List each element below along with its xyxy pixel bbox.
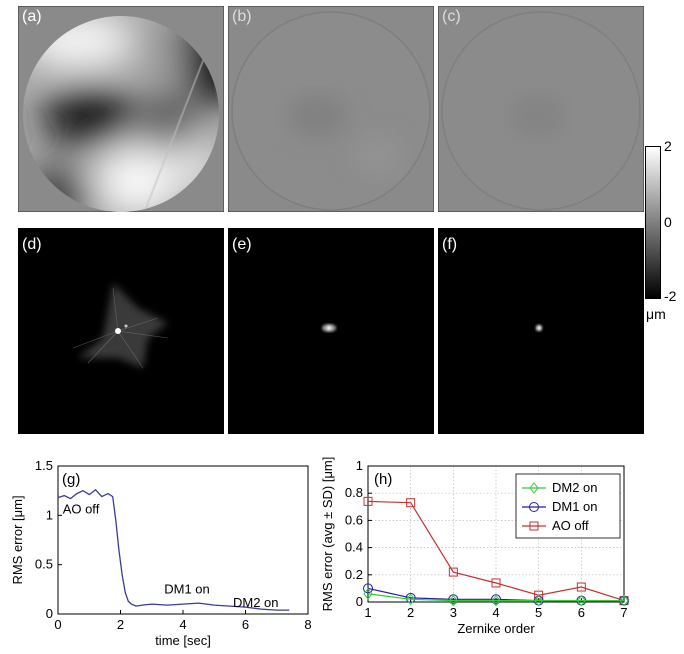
data-point-dm2-on xyxy=(619,594,629,607)
y-tick-label: 1 xyxy=(46,507,53,522)
y-tick-label: 0.2 xyxy=(345,567,363,582)
colorbar-unit: μm xyxy=(646,306,666,322)
data-point-dm1-on xyxy=(448,594,459,605)
y-axis-label: RMS error (avg ± SD) [μm] xyxy=(320,457,335,612)
x-tick-label: 5 xyxy=(535,605,542,620)
panel-f-psf: (f) xyxy=(438,228,644,434)
rms-time-series-line xyxy=(57,488,290,611)
y-tick-label: 0.6 xyxy=(345,512,363,527)
chart-panel-label: (h) xyxy=(374,471,392,488)
legend-marker xyxy=(529,521,539,531)
annotation-ao-off: AO off xyxy=(63,501,100,516)
panel-label-d: (d) xyxy=(22,236,42,253)
y-tick-label: 0 xyxy=(356,594,363,609)
x-tick-label: 6 xyxy=(242,617,249,632)
x-tick-label: 0 xyxy=(54,617,61,632)
legend-marker xyxy=(529,502,539,512)
panel-e-psf: (e) xyxy=(228,228,434,434)
x-tick-label: 8 xyxy=(304,617,311,632)
x-tick-label: 3 xyxy=(450,605,457,620)
charts-area: 0 2 4 6 8 0 0.5 1 1.5 time [sec] RMS error [μm] (g)… xyxy=(10,457,629,648)
data-point-dm2-on xyxy=(363,588,373,600)
panel-label-b: (b) xyxy=(232,8,252,25)
annotation-dm1-on: DM1 on xyxy=(164,581,210,596)
data-point-dm1-on xyxy=(405,592,416,603)
legend-marker xyxy=(529,482,539,494)
psf-image-f xyxy=(438,228,644,434)
panel-label-a: (a) xyxy=(22,8,42,25)
legend-label: DM2 on xyxy=(552,480,598,495)
data-point-dm2-on xyxy=(534,594,544,607)
wavefront-map-b xyxy=(228,6,434,212)
x-axis-label: Zernike order xyxy=(457,621,535,636)
colorbar-tick-mid: 0 xyxy=(664,214,672,230)
x-tick-label: 4 xyxy=(179,617,186,632)
psf-image-e xyxy=(228,228,434,434)
data-point-ao-off xyxy=(534,590,544,600)
y-tick-label: 0.8 xyxy=(345,485,363,500)
wavefront-map-c xyxy=(438,6,644,212)
colorbar-tick-max: 2 xyxy=(664,138,672,154)
y-tick-label: 0.5 xyxy=(35,557,53,572)
data-point-ao-off xyxy=(448,567,458,577)
y-tick-label: 1.5 xyxy=(35,458,53,473)
legend-label: AO off xyxy=(552,518,589,533)
panel-label-f: (f) xyxy=(442,236,458,253)
wavefront-map-a xyxy=(18,6,224,212)
data-point-ao-off xyxy=(491,578,501,588)
data-point-dm2-on xyxy=(448,594,458,607)
x-axis-label: time [sec] xyxy=(155,633,211,648)
panel-b-wavefront: (b) xyxy=(228,6,434,212)
x-tick-label: 2 xyxy=(407,605,414,620)
data-point-dm1-on xyxy=(363,583,373,594)
legend-box xyxy=(515,473,621,539)
colorbar-tick-min: -2 xyxy=(664,288,677,304)
legend-label: DM1 on xyxy=(552,499,598,514)
panel-label-e: (e) xyxy=(232,236,252,253)
data-point-dm2-on xyxy=(406,593,416,606)
y-tick-label: 0.4 xyxy=(345,540,363,555)
x-tick-label: 7 xyxy=(620,605,627,620)
panel-label-c: (c) xyxy=(442,8,461,25)
data-point-dm2-on xyxy=(576,594,586,607)
x-tick-label: 1 xyxy=(364,605,371,620)
series-line-ao-off xyxy=(367,500,625,602)
data-point-dm1-on xyxy=(491,594,501,605)
data-point-ao-off xyxy=(406,498,416,508)
x-tick-label: 2 xyxy=(117,617,124,632)
y-axis-label: RMS error [μm] xyxy=(10,495,25,584)
data-point-ao-off xyxy=(363,496,373,506)
y-tick-label: 0 xyxy=(46,606,53,621)
psf-image-d xyxy=(18,228,224,434)
chart-panel-label: (g) xyxy=(62,471,80,488)
x-tick-label: 6 xyxy=(578,605,585,620)
series-line-dm2-on xyxy=(367,593,624,602)
colorbar xyxy=(645,146,661,299)
annotation-dm2-on: DM2 on xyxy=(233,595,279,610)
panel-d-psf: (d) xyxy=(18,228,224,434)
x-tick-label: 4 xyxy=(492,605,499,620)
panel-a-wavefront: (a) xyxy=(18,6,224,212)
data-point-dm2-on xyxy=(491,594,501,607)
panel-c-wavefront: (c) xyxy=(438,6,644,212)
y-tick-label: 1 xyxy=(356,458,363,473)
data-point-ao-off xyxy=(576,582,586,592)
